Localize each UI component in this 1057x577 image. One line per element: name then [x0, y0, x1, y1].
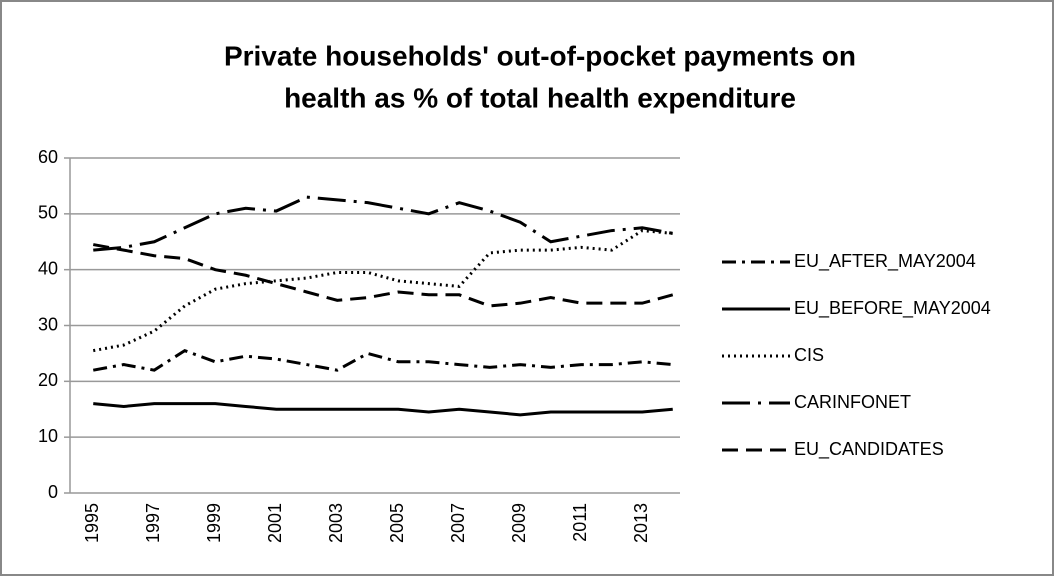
x-tick-label: 2009 [509, 503, 529, 543]
x-tick-label: 2003 [326, 503, 346, 543]
x-tick-label: 2013 [631, 503, 651, 543]
legend-label: CIS [794, 345, 824, 365]
legend-label: EU_CANDIDATES [794, 439, 944, 460]
series-line [93, 195, 674, 252]
x-tick-label: 2001 [265, 503, 285, 543]
chart-title: health as % of total health expenditure [284, 82, 796, 113]
x-tick-label: 1999 [204, 503, 224, 543]
x-tick-label: 1997 [143, 503, 163, 543]
series-line [92, 229, 673, 353]
series-line [92, 243, 674, 308]
legend-label: EU_BEFORE_MAY2004 [794, 298, 991, 319]
x-tick-label: 2007 [448, 503, 468, 543]
x-tick-label: 2011 [570, 503, 590, 542]
y-tick-label: 60 [38, 147, 58, 167]
x-tick-label: 2005 [387, 503, 407, 543]
legend-label: EU_AFTER_MAY2004 [794, 251, 976, 272]
y-tick-label: 0 [48, 482, 58, 502]
y-tick-label: 40 [38, 258, 58, 278]
y-tick-label: 50 [38, 203, 58, 223]
chart-title: Private households' out-of-pocket paymen… [224, 40, 856, 71]
series-line [93, 402, 673, 417]
y-tick-label: 10 [38, 426, 58, 446]
series-line [92, 348, 673, 372]
y-tick-label: 20 [38, 370, 58, 390]
legend-label: CARINFONET [794, 392, 911, 412]
y-tick-label: 30 [38, 314, 58, 334]
x-tick-label: 1995 [82, 503, 102, 543]
